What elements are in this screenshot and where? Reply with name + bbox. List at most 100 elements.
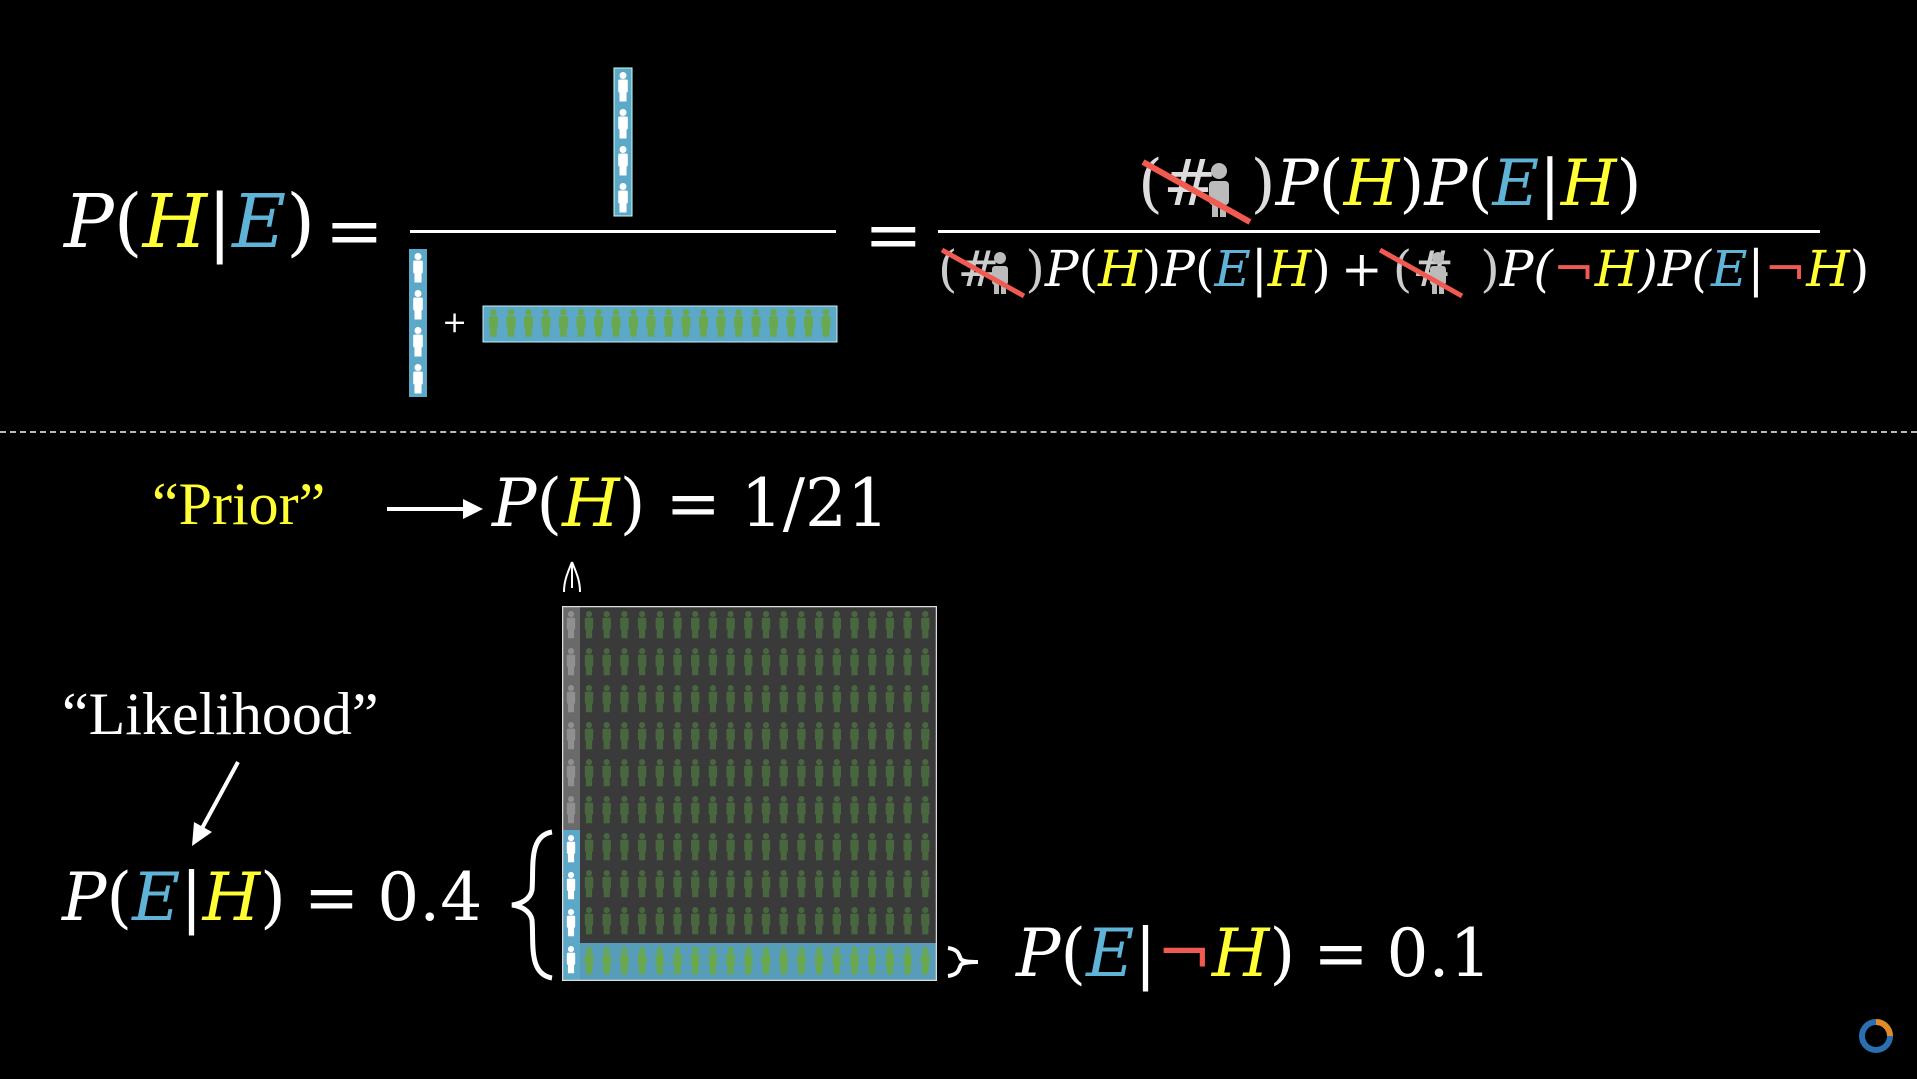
person-icon	[761, 685, 771, 713]
person-icon	[620, 796, 629, 824]
person-icon	[584, 947, 594, 975]
person-icon	[637, 947, 647, 975]
symbol-P: P	[1044, 240, 1079, 298]
symbol-H: H	[1806, 240, 1850, 298]
numerator-cancel	[1141, 159, 1252, 225]
person-icon	[506, 309, 516, 337]
person-icon	[489, 309, 498, 337]
person-icon	[637, 611, 647, 639]
person-icon	[673, 648, 682, 676]
person-icon	[832, 796, 841, 824]
person-icon	[620, 833, 629, 861]
not-likelihood-value: 0.1	[1386, 915, 1492, 992]
person-icon	[868, 947, 877, 975]
person-icon	[637, 648, 647, 676]
person-icon	[814, 796, 824, 824]
symbol-H: H	[1267, 240, 1312, 298]
person-icon	[850, 907, 859, 935]
plus-sign-small: +	[442, 305, 468, 340]
person-icon	[584, 648, 594, 676]
equals-sign-1: =	[325, 190, 384, 272]
person-icon	[673, 947, 682, 975]
person-icon	[691, 833, 700, 861]
person-icon	[620, 648, 629, 676]
person-icon	[903, 648, 912, 676]
person-icon	[602, 870, 611, 898]
person-icon	[744, 833, 753, 861]
person-icon	[708, 833, 718, 861]
person-icon	[779, 907, 788, 935]
denominator-librarian-column	[409, 249, 427, 397]
person-icon	[903, 611, 912, 639]
person-icon	[751, 309, 761, 337]
symbol-P: P	[62, 859, 107, 936]
grid-border	[562, 606, 937, 981]
loading-spinner-icon	[1859, 1019, 1893, 1053]
symbol-E: E	[1086, 915, 1135, 992]
person-icon	[921, 722, 930, 750]
person-icon	[850, 648, 859, 676]
person-icon	[566, 872, 576, 900]
person-icon	[744, 722, 753, 750]
person-icon	[885, 611, 895, 639]
person-icon	[611, 309, 621, 337]
person-icon	[832, 611, 841, 639]
person-icon	[584, 796, 594, 824]
person-icon	[708, 907, 718, 935]
strike-line	[1141, 159, 1252, 225]
person-icon	[566, 946, 576, 974]
person-icon	[566, 759, 576, 787]
person-icon	[885, 648, 895, 676]
arrow-right-icon	[387, 499, 483, 519]
person-icon	[797, 722, 806, 750]
person-icon	[620, 611, 629, 639]
paren-close: )	[1269, 915, 1296, 992]
person-icon	[566, 648, 576, 676]
given-bar: |	[207, 179, 233, 265]
person-icon	[699, 309, 708, 337]
person-icon	[602, 796, 611, 824]
person-icon	[744, 685, 753, 713]
person-icon	[620, 722, 629, 750]
person-icon	[602, 947, 611, 975]
person-icon	[655, 611, 664, 639]
person-icon	[814, 611, 824, 639]
person-icon	[832, 947, 841, 975]
symbol-P: P	[1424, 147, 1468, 221]
person-icon	[673, 722, 682, 750]
person-icon	[673, 759, 682, 787]
person-icon	[559, 309, 568, 337]
person-icon	[797, 833, 806, 861]
paren-open: (	[1467, 147, 1493, 221]
person-icon	[744, 947, 753, 975]
person-icon	[786, 309, 796, 337]
person-icon	[691, 685, 700, 713]
formula-fraction-bar	[938, 230, 1820, 233]
paren-open: (	[1318, 147, 1344, 221]
person-icon	[708, 611, 718, 639]
person-icon	[744, 870, 753, 898]
likelihood-value: 0.4	[377, 859, 483, 936]
person-icon	[655, 759, 664, 787]
likelihood-formula: P(E|H) = 0.4	[62, 859, 483, 936]
person-icon	[779, 870, 788, 898]
person-icon	[761, 947, 771, 975]
count-close: )	[1480, 240, 1500, 298]
person-icon	[797, 685, 806, 713]
person-icon	[584, 907, 594, 935]
person-icon	[602, 648, 611, 676]
given-bar: |	[1539, 147, 1561, 221]
symbol-E: E	[1492, 147, 1540, 221]
person-icon	[921, 947, 930, 975]
person-icon	[618, 146, 628, 176]
farmer-evidence-row	[580, 943, 937, 980]
person-icon	[655, 685, 664, 713]
symbol-P: P	[492, 465, 537, 542]
person-icon	[921, 870, 930, 898]
person-icon	[797, 947, 806, 975]
person-icon	[903, 685, 912, 713]
symbol-E: E	[132, 859, 181, 936]
fraction-bar-visual	[410, 230, 836, 233]
population-grid	[562, 606, 937, 981]
person-icon	[921, 648, 930, 676]
